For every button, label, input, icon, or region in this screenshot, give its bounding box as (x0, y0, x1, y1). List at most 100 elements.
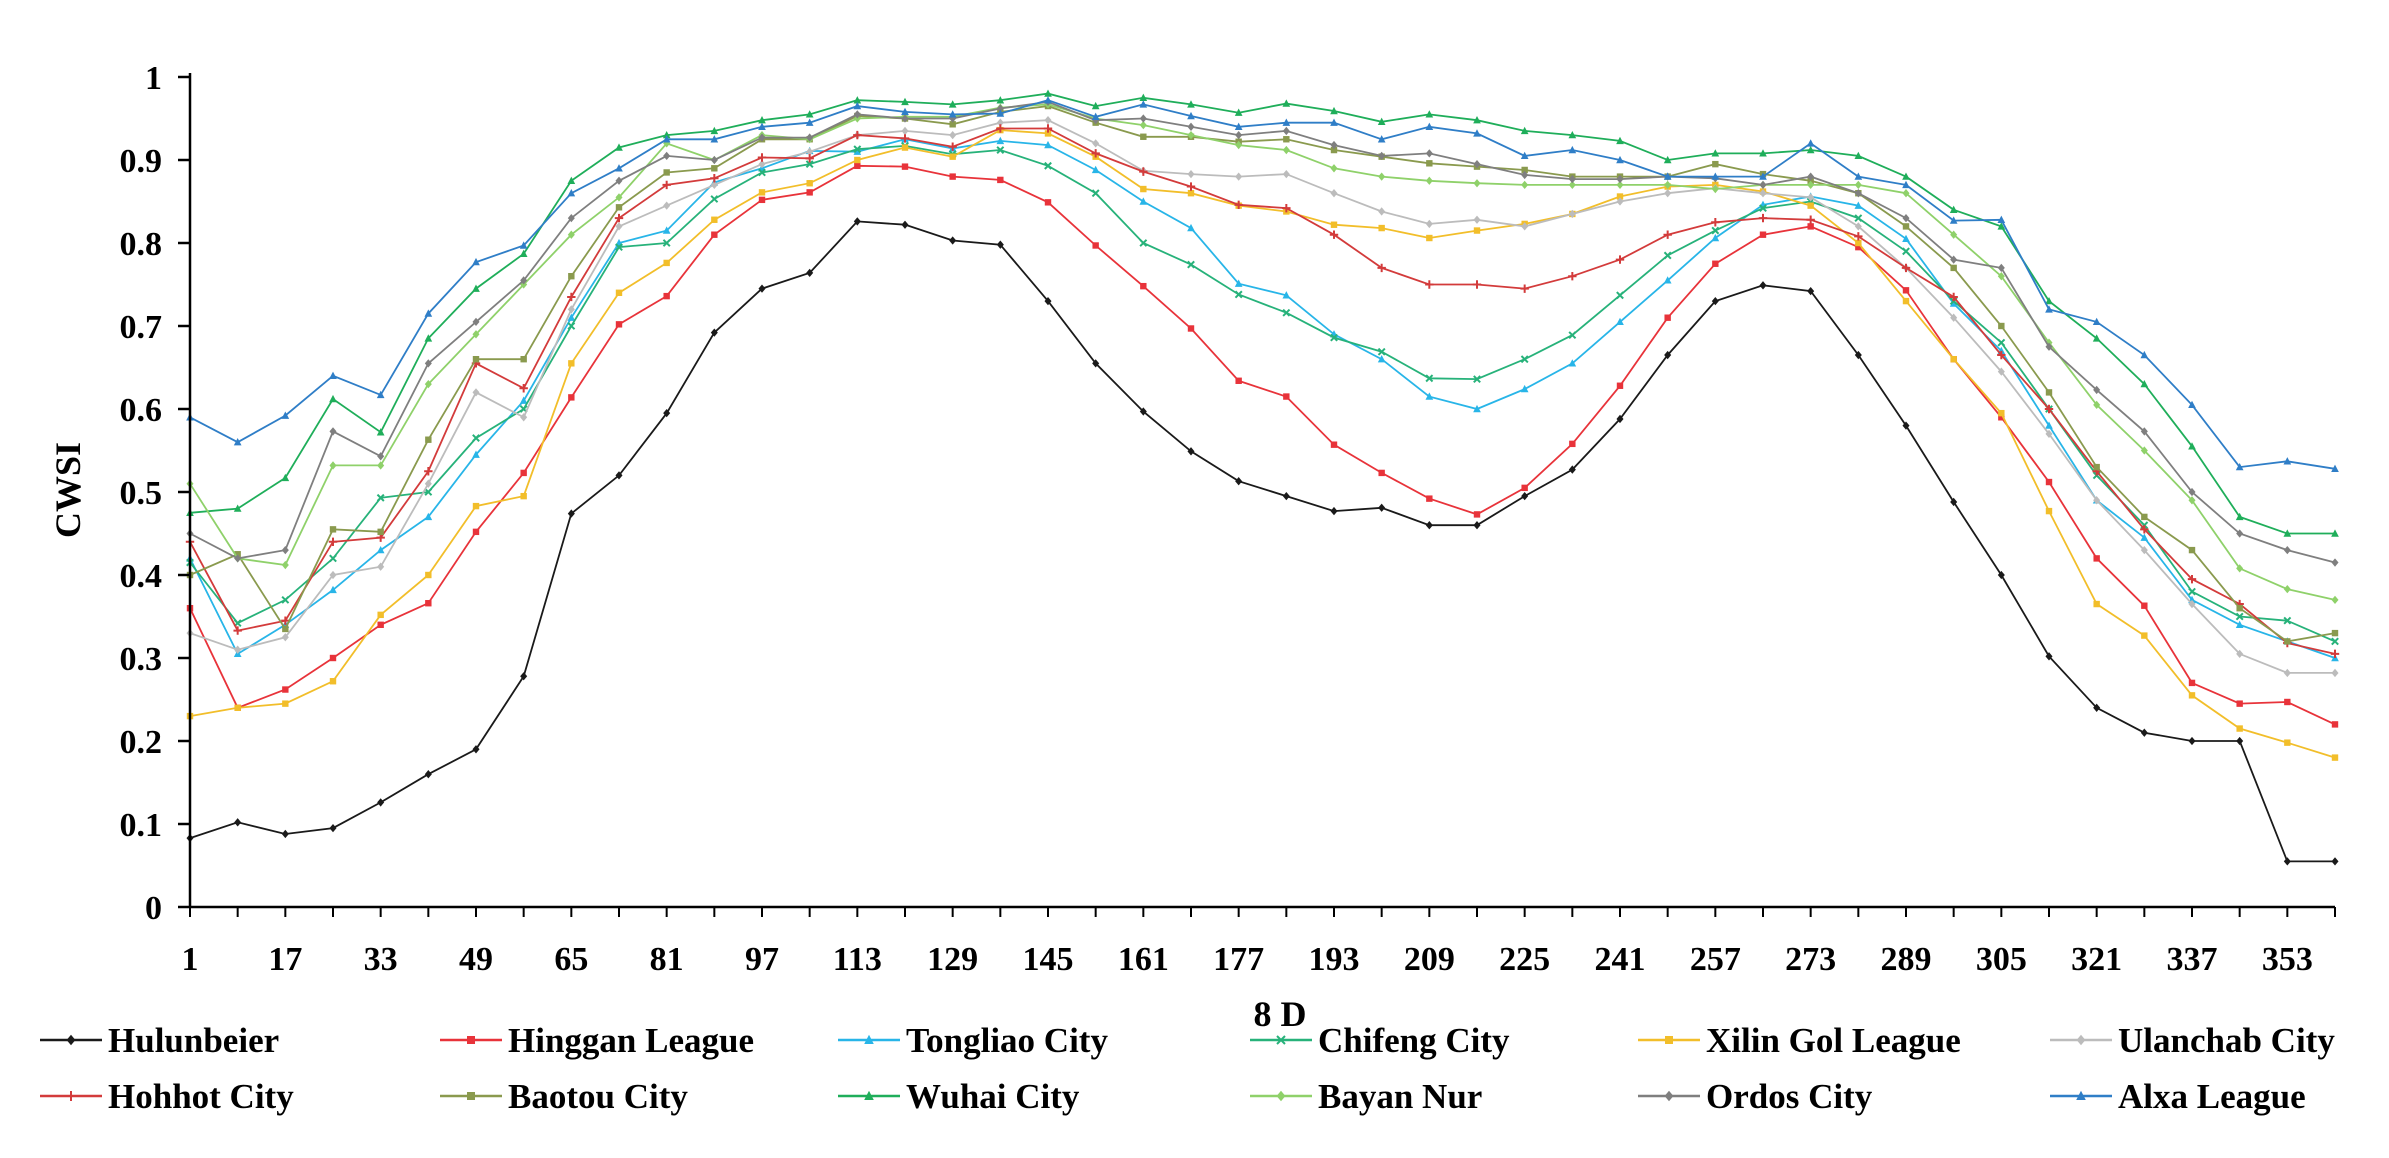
data-point (997, 176, 1004, 184)
data-point (1997, 570, 2005, 580)
data-point (1807, 202, 1814, 209)
y-tick-label: 0 (145, 890, 162, 927)
data-point (1425, 392, 1434, 400)
y-tick-label: 1 (145, 60, 162, 97)
data-point (1473, 227, 1481, 234)
data-point (1235, 130, 1243, 140)
data-point (1187, 325, 1195, 332)
data-point (1187, 111, 1195, 120)
data-point (853, 101, 862, 110)
data-point (1187, 169, 1195, 179)
legend-item-chifeng-city: Chifeng City (1250, 1021, 1510, 1060)
data-point (377, 528, 384, 536)
x-tick-label: 113 (833, 941, 882, 978)
data-point (1473, 511, 1481, 518)
data-point (901, 126, 909, 136)
data-point (1950, 255, 1958, 264)
data-point (1234, 122, 1243, 130)
legend: Hulunbeier Hinggan League Tongliao City Chi… (40, 1021, 2335, 1116)
data-point (472, 388, 480, 397)
data-point (758, 159, 766, 169)
data-point (758, 196, 766, 204)
legend-item-hinggan-league: Hinggan League (440, 1021, 754, 1060)
data-point (472, 502, 480, 510)
data-point (710, 126, 719, 135)
data-point (2140, 525, 2149, 534)
series-alxa-league (186, 96, 2339, 472)
data-point (424, 488, 433, 496)
data-point (472, 257, 480, 266)
data-point (424, 334, 433, 342)
data-point (66, 1091, 76, 1101)
data-point (1855, 239, 1862, 247)
legend-label: Tongliao City (906, 1021, 1108, 1060)
data-point (1520, 126, 1529, 135)
data-point (1854, 201, 1863, 209)
data-point (2140, 350, 2149, 359)
data-point (2093, 385, 2101, 395)
data-point (1139, 197, 1148, 205)
legend-label: Chifeng City (1318, 1021, 1510, 1060)
data-point (329, 461, 337, 470)
data-point (758, 189, 766, 196)
data-point (1425, 110, 1434, 118)
data-point (1759, 281, 1767, 290)
data-point (2283, 668, 2291, 678)
data-point (1425, 521, 1433, 530)
data-point (2331, 558, 2339, 567)
data-point (281, 616, 290, 625)
data-point (2188, 679, 2196, 687)
legend-item-wuhai-city: Wuhai City (838, 1077, 1080, 1116)
data-point (567, 292, 576, 302)
data-point (329, 823, 337, 833)
data-point (2331, 721, 2339, 728)
y-tick-label: 0.3 (120, 641, 163, 678)
data-point (2076, 1090, 2086, 1100)
data-point (1568, 130, 1577, 139)
data-point (2093, 400, 2101, 410)
x-tick-label: 49 (459, 941, 493, 978)
data-point (1092, 359, 1100, 368)
data-point (2141, 602, 2148, 609)
data-point (2188, 599, 2196, 609)
data-point (281, 411, 290, 419)
legend-item-hohhot-city: Hohhot City (40, 1077, 294, 1116)
data-point (567, 313, 576, 321)
data-point (806, 189, 813, 196)
data-point (1139, 167, 1148, 176)
data-point (1902, 172, 1910, 180)
data-point (1139, 120, 1147, 130)
legend-item-bayan-nur: Bayan Nur (1250, 1077, 1482, 1116)
data-point (1521, 491, 1529, 501)
data-point (329, 371, 337, 379)
series-line-ulanchab-city (189, 119, 2335, 674)
x-tick-label: 209 (1404, 941, 1455, 978)
data-point (1140, 133, 1147, 140)
data-point (2236, 700, 2243, 707)
data-point (519, 384, 528, 393)
x-tick-label: 17 (268, 941, 302, 978)
data-point (614, 213, 624, 223)
data-point (996, 96, 1005, 104)
data-point (2141, 513, 2148, 521)
data-point (901, 114, 909, 123)
data-point (2045, 342, 2053, 351)
data-point (1854, 151, 1863, 160)
data-point (996, 109, 1005, 117)
data-point (234, 554, 242, 563)
data-point (233, 626, 242, 635)
data-point (1997, 215, 2006, 223)
data-point (949, 130, 957, 140)
data-point (1426, 234, 1433, 242)
legend-label: Hulunbeier (108, 1021, 279, 1060)
data-point (2140, 728, 2148, 737)
data-point (329, 526, 337, 533)
data-point (1282, 291, 1291, 299)
data-point (663, 408, 671, 418)
data-point (281, 633, 289, 642)
data-point (1426, 495, 1433, 502)
data-point (1044, 116, 1052, 125)
data-point (663, 259, 670, 267)
data-point (1473, 179, 1481, 188)
data-point (996, 104, 1004, 113)
